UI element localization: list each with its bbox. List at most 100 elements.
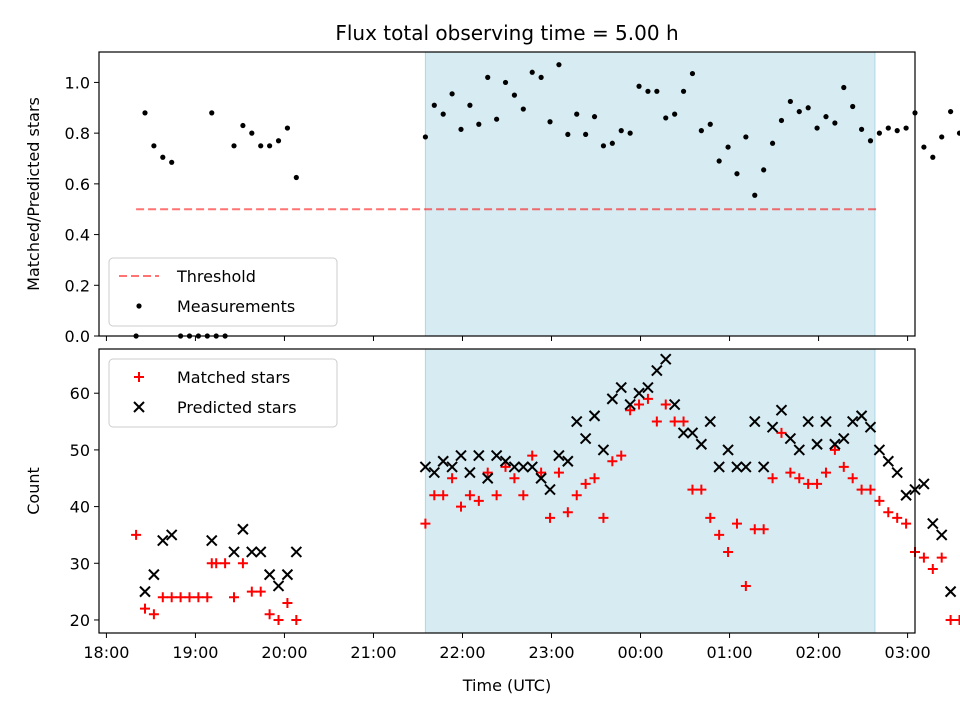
matched-star-point <box>954 614 960 625</box>
matched-star-point <box>838 461 849 472</box>
matched-star-point <box>812 478 823 489</box>
matched-star-point <box>883 507 894 518</box>
measurement-point <box>672 111 678 117</box>
matched-star-point <box>687 484 698 495</box>
measurement-point <box>160 154 166 160</box>
measurement-point <box>529 69 535 75</box>
measurement-point <box>680 88 687 94</box>
matched-star-point <box>282 597 293 608</box>
measurement-point <box>698 128 704 134</box>
matched-star-point <box>740 580 751 591</box>
matched-star-point <box>193 592 204 603</box>
measurement-point <box>823 114 829 120</box>
predicted-star-point <box>846 415 859 428</box>
y-tick-label: 0.2 <box>65 276 90 295</box>
matched-star-point <box>545 512 556 523</box>
legend-measurement-swatch <box>136 303 142 309</box>
measurement-point <box>636 83 642 89</box>
x-tick-label: 18:00 <box>83 643 129 662</box>
matched-star-point <box>829 444 840 455</box>
predicted-star-point <box>927 517 939 530</box>
y-tick-label: 40 <box>70 498 90 517</box>
panel-ratio: 0.0 0.2 0.4 0.6 0.8 1.0 Matched/Predicted star… <box>24 51 960 346</box>
axes-frame <box>98 51 916 337</box>
matched-star-point <box>927 563 938 574</box>
matched-star-point <box>678 416 689 427</box>
measurement-point <box>752 192 758 198</box>
measurement-point <box>502 79 509 86</box>
matched-star-point <box>767 473 778 484</box>
matched-star-point <box>246 586 257 597</box>
predicted-star-point <box>455 449 467 462</box>
measurement-point <box>520 106 526 112</box>
predicted-star-point <box>579 432 592 445</box>
legend-box <box>108 257 338 327</box>
matched-star-point <box>803 478 814 489</box>
predicted-star-point <box>446 461 458 473</box>
measurement-point <box>850 103 856 110</box>
predicted-star-point <box>482 472 494 484</box>
y-tick-label: 50 <box>70 441 90 460</box>
matched-star-point <box>625 405 636 416</box>
measurement-point <box>209 110 215 116</box>
measurement-point <box>609 140 615 146</box>
matched-star-point <box>175 592 186 603</box>
predicted-star-point <box>148 568 160 581</box>
figure-title: Flux total observing time = 5.00 h <box>335 21 678 45</box>
matched-star-point <box>589 473 600 484</box>
measurement-point <box>734 171 740 177</box>
matched-star-point <box>536 467 547 478</box>
measurement-point <box>761 167 767 173</box>
measurement-point <box>494 116 500 122</box>
measurement-point <box>930 154 936 160</box>
predicted-star-point <box>944 585 957 598</box>
measurement-point <box>449 91 455 97</box>
legend-matched-swatch <box>134 372 144 382</box>
measurement-point <box>796 108 802 115</box>
x-tick-label: 01:00 <box>706 643 752 662</box>
predicted-star-point <box>615 381 627 394</box>
predicted-star-point <box>206 534 218 547</box>
measurement-point <box>267 143 273 149</box>
predicted-star-point <box>165 529 178 541</box>
measurement-point <box>769 140 776 146</box>
measurement-point <box>293 174 299 181</box>
y-tick-label: 30 <box>70 554 90 573</box>
matched-star-point <box>785 467 796 478</box>
matched-star-point <box>139 603 150 614</box>
measurement-point <box>832 120 838 126</box>
predicted-star-point <box>935 529 948 541</box>
matched-star-point <box>714 529 725 540</box>
matched-star-point <box>901 518 912 529</box>
measurement-point <box>583 131 589 138</box>
predicted-star-point <box>668 398 681 411</box>
predicted-star-point <box>677 427 690 439</box>
measurement-point <box>249 130 255 136</box>
measurement-point <box>240 122 246 129</box>
predicted-star-point <box>722 444 734 456</box>
predicted-star-point <box>281 568 294 581</box>
predicted-star-point <box>606 393 619 405</box>
measurement-point <box>654 88 660 94</box>
x-tick-label: 22:00 <box>439 643 485 662</box>
measurement-point <box>921 144 927 150</box>
matched-star-point <box>184 592 195 603</box>
measurement-point <box>841 84 847 91</box>
measurement-point <box>903 125 909 131</box>
matched-star-point <box>157 592 168 603</box>
x-tick-label: 00:00 <box>617 643 663 662</box>
matched-star-point <box>660 399 671 410</box>
matched-star-point <box>856 484 867 495</box>
matched-star-point <box>447 473 458 484</box>
measurement-point <box>556 62 562 68</box>
observing-window-shade <box>424 348 876 634</box>
measurement-point <box>574 111 580 117</box>
matched-star-point <box>211 558 222 569</box>
matched-star-point <box>237 558 248 569</box>
predicted-star-point <box>731 461 743 473</box>
matched-star-point <box>553 467 564 478</box>
matched-star-point <box>723 546 734 557</box>
y-tick-label: 0.8 <box>65 124 90 143</box>
legend-label: Matched stars <box>177 368 290 387</box>
